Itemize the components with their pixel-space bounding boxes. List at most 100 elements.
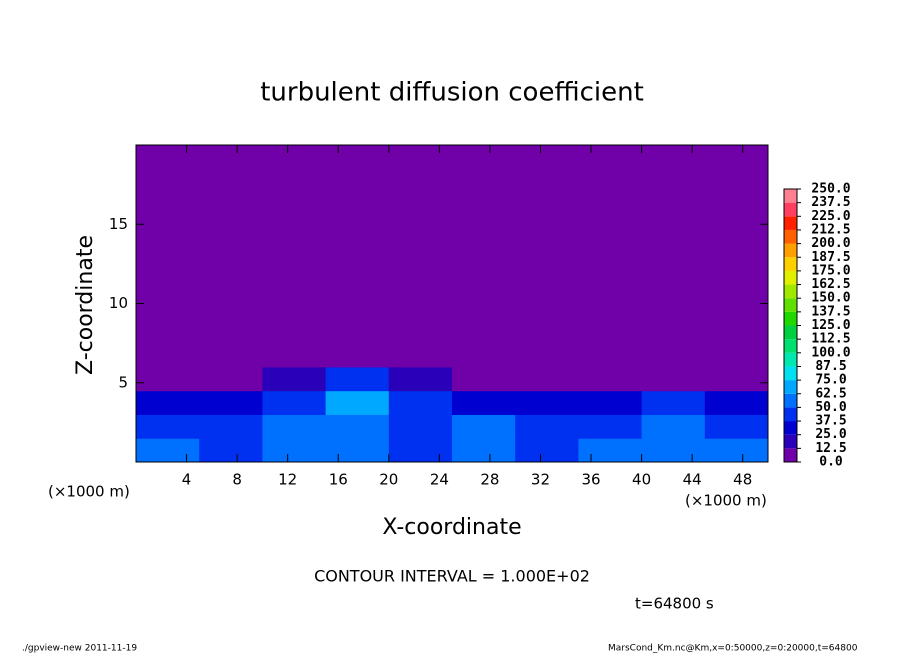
heat-cell xyxy=(515,366,579,392)
colorbar-label: 25.0 xyxy=(815,427,846,442)
unit-label: (×1000 m) xyxy=(48,483,130,501)
heat-cell xyxy=(515,145,579,368)
colorbar-label: 12.5 xyxy=(815,441,846,456)
x-tick-label: 4 xyxy=(182,471,192,489)
colorbar-swatch xyxy=(784,189,797,203)
heat-cell xyxy=(578,414,643,439)
colorbar-swatch xyxy=(784,243,797,258)
heat-cell xyxy=(641,390,706,415)
colorbar-label: 125.0 xyxy=(811,318,850,333)
colorbar-label: 250.0 xyxy=(811,182,850,197)
colorbar-swatch xyxy=(784,284,797,299)
heat-cell xyxy=(136,438,200,463)
y-tick-label: 10 xyxy=(109,294,128,312)
colorbar-swatch xyxy=(784,270,797,285)
time-label: t=64800 s xyxy=(635,595,714,613)
y-tick-label: 15 xyxy=(109,215,128,233)
heat-cell xyxy=(136,390,200,415)
heat-cell xyxy=(704,390,769,415)
x-tick-label: 28 xyxy=(480,471,499,489)
y-tick-label: 5 xyxy=(118,373,128,391)
heat-cell xyxy=(578,366,643,392)
heat-cell xyxy=(452,390,516,415)
colorbar-swatch xyxy=(784,311,797,326)
colorbar-swatch xyxy=(784,352,797,367)
heat-cell xyxy=(199,438,263,463)
heat-cell xyxy=(325,366,390,392)
colorbar-label: 200.0 xyxy=(811,236,850,251)
colorbar-label: 162.5 xyxy=(811,277,850,292)
heat-cell xyxy=(452,414,516,439)
colorbar-label: 0.0 xyxy=(819,455,843,470)
heat-cell xyxy=(704,414,769,439)
chart-title: turbulent diffusion coefficient xyxy=(260,78,644,108)
x-tick-label: 40 xyxy=(632,471,651,489)
heat-cell xyxy=(262,390,327,415)
colorbar-swatch xyxy=(784,216,797,230)
heat-cell xyxy=(515,438,579,463)
colorbar-label: 225.0 xyxy=(811,209,850,224)
heat-cell xyxy=(704,366,769,392)
heat-cell xyxy=(199,390,263,415)
colorbar-label: 175.0 xyxy=(811,263,850,278)
colorbar-label: 150.0 xyxy=(811,291,850,306)
heat-cell xyxy=(704,145,769,368)
contour-interval: CONTOUR INTERVAL = 1.000E+02 xyxy=(314,567,590,586)
colorbar-label: 112.5 xyxy=(811,332,850,347)
heat-cell xyxy=(641,414,706,439)
heat-cell xyxy=(452,438,516,463)
colorbar-label: 212.5 xyxy=(811,222,850,237)
heat-cell xyxy=(515,414,579,439)
heat-cell xyxy=(641,366,706,392)
colorbar-label: 75.0 xyxy=(815,373,846,388)
x-tick-label: 48 xyxy=(733,471,752,489)
heat-cell xyxy=(704,438,769,463)
heat-cell xyxy=(388,414,453,439)
heat-cell xyxy=(452,145,516,368)
x-tick-label: 24 xyxy=(430,471,449,489)
heat-cell xyxy=(578,145,643,368)
heat-cell xyxy=(199,414,263,439)
heat-cell xyxy=(262,438,327,463)
x-tick-label: 44 xyxy=(683,471,702,489)
heat-cell xyxy=(388,390,453,415)
heat-cell xyxy=(325,414,390,439)
heat-cell xyxy=(641,438,706,463)
heat-cell xyxy=(515,390,579,415)
colorbar-label: 50.0 xyxy=(815,400,846,415)
colorbar-swatch xyxy=(784,448,797,462)
heat-cell xyxy=(578,438,643,463)
x-tick-label: 32 xyxy=(531,471,550,489)
colorbar-label: 87.5 xyxy=(815,359,846,374)
colorbar-swatch xyxy=(784,366,797,381)
footer-right: MarsCond_Km.nc@Km,x=0:50000,z=0:20000,t=… xyxy=(608,644,858,654)
colorbar-swatch xyxy=(784,202,797,217)
heat-cell xyxy=(136,145,200,368)
colorbar-swatch xyxy=(784,257,797,271)
heat-cell xyxy=(136,366,200,392)
colorbar-swatch xyxy=(784,434,797,449)
x-tick-label: 16 xyxy=(329,471,348,489)
heat-cell xyxy=(325,438,390,463)
colorbar-swatch xyxy=(784,339,797,353)
colorbar-swatch xyxy=(784,298,797,312)
y-axis-label: Z-coordinate xyxy=(73,235,98,375)
heat-cell xyxy=(325,145,390,368)
x-tick-label: 8 xyxy=(232,471,242,489)
heat-cell xyxy=(325,390,390,415)
heat-cell xyxy=(388,145,453,368)
heat-cell xyxy=(452,366,516,392)
colorbar-label: 187.5 xyxy=(811,250,850,265)
heat-cell xyxy=(641,145,706,368)
heat-cell xyxy=(136,414,200,439)
heat-cell xyxy=(262,366,327,392)
heat-cell xyxy=(388,366,453,392)
unit-label: (×1000 m) xyxy=(685,492,767,510)
heat-cell xyxy=(578,390,643,415)
colorbar-label: 100.0 xyxy=(811,345,850,360)
colorbar-label: 37.5 xyxy=(815,414,846,429)
x-tick-label: 12 xyxy=(278,471,297,489)
colorbar-swatch xyxy=(784,325,797,340)
colorbar-swatch xyxy=(784,380,797,394)
